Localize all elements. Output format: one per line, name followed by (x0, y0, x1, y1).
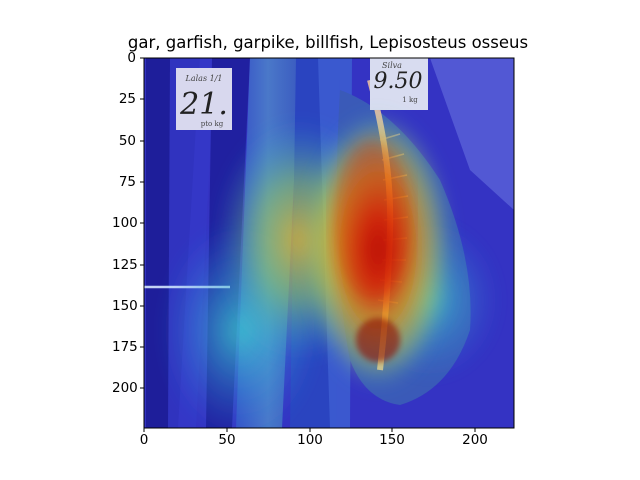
activation-overlay (160, 110, 500, 428)
x-tick-label: 100 (297, 432, 323, 448)
x-tick-label: 150 (379, 432, 405, 448)
axes-frame (143, 57, 515, 429)
y-tick-label: 175 (112, 339, 138, 355)
y-tick-label: 75 (118, 174, 136, 190)
svg-text:1 kg: 1 kg (402, 96, 418, 104)
y-tick-label: 100 (112, 215, 138, 231)
y-tick-label: 125 (112, 257, 138, 273)
svg-text:Lalas 1/1: Lalas 1/1 (185, 74, 223, 83)
x-axis (143, 428, 476, 432)
heatmap-image: Lalas 1/1 21. pto kg Silva 9.50 1 kg (144, 58, 514, 428)
price-card-left: Lalas 1/1 21. pto kg (176, 68, 232, 130)
svg-text:9.50: 9.50 (374, 69, 423, 94)
price-card-right: Silva 9.50 1 kg (370, 58, 428, 110)
y-tick-label: 50 (118, 133, 136, 149)
y-tick-label: 200 (112, 380, 138, 396)
x-tick-label: 50 (218, 432, 236, 448)
x-tick-label: 200 (462, 432, 488, 448)
x-tick-label: 0 (139, 432, 149, 448)
svg-text:Silva: Silva (382, 61, 402, 70)
y-tick-label: 25 (118, 91, 136, 107)
y-tick-label: 0 (127, 50, 136, 66)
y-axis (140, 57, 144, 389)
svg-text:pto kg: pto kg (201, 120, 224, 128)
plot-title: gar, garfish, garpike, billfish, Lepisos… (127, 33, 529, 52)
svg-text:21.: 21. (179, 87, 228, 122)
y-tick-label: 150 (112, 298, 138, 314)
